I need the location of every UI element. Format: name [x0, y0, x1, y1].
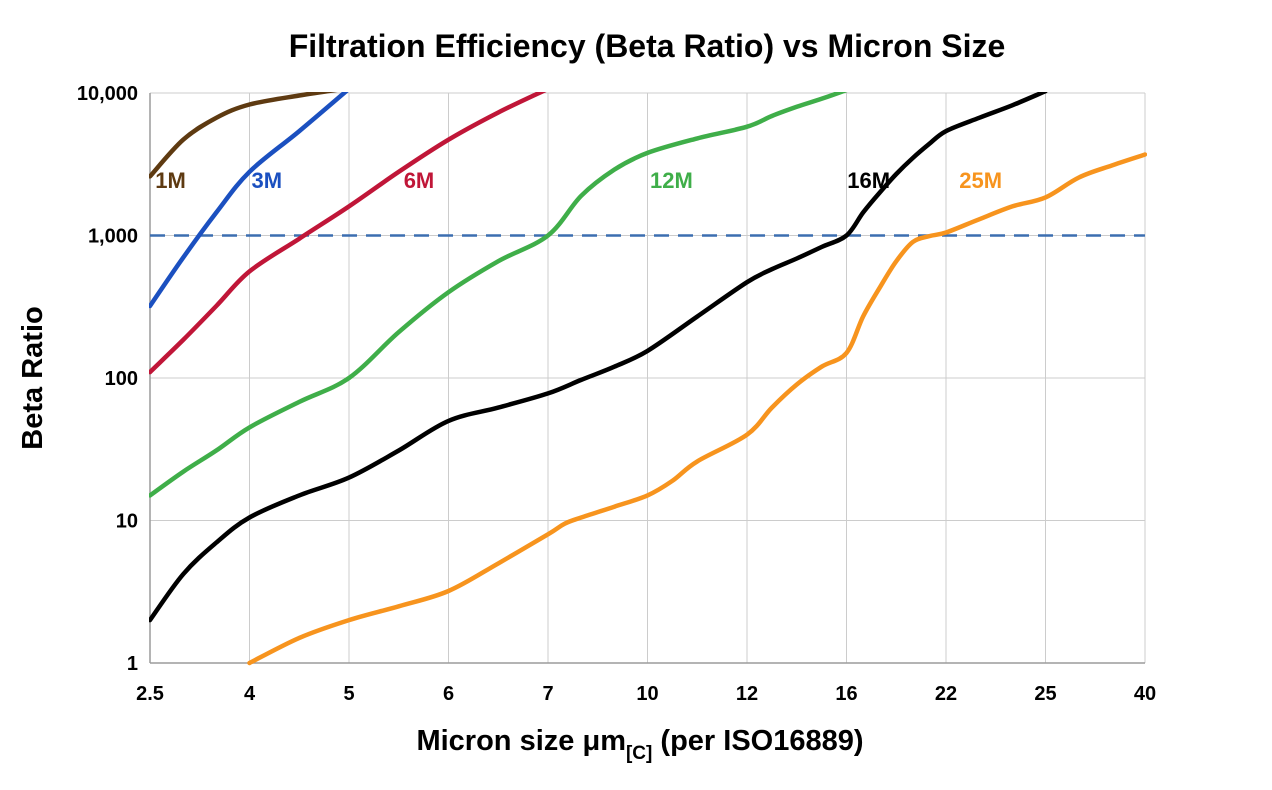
series-label-6M: 6M: [404, 168, 435, 193]
x-tick-label: 6: [443, 683, 454, 705]
x-tick-label: 4: [244, 683, 256, 705]
x-tick-label: 2.5: [136, 683, 164, 705]
y-tick-label: 1,000: [88, 226, 138, 248]
series-line-16M: [149, 92, 1048, 623]
x-axis-label-subscript: [C]: [626, 743, 652, 764]
series-label-25M: 25M: [959, 168, 1002, 193]
series-label-layer: 1M 3M 6M 12M 16M 25M: [155, 168, 1002, 193]
x-tick-label: 25: [1034, 683, 1056, 705]
y-axis-label: Beta Ratio: [17, 306, 49, 449]
series-line-3M: [149, 92, 349, 309]
grid-layer: [149, 92, 1146, 664]
x-tick-label: 10: [636, 683, 658, 705]
series-label-3M: 3M: [252, 168, 283, 193]
x-tick-label: 40: [1134, 683, 1156, 705]
series-line-25M: [247, 152, 1147, 666]
x-axis-label-units: (per ISO16889): [652, 725, 863, 757]
series-line-6M: [149, 92, 547, 375]
series-label-1M: 1M: [155, 168, 186, 193]
x-tick-label: 12: [736, 683, 758, 705]
x-tick-label: 7: [542, 683, 553, 705]
x-tick-label: 22: [935, 683, 957, 705]
x-tick-label: 16: [835, 683, 857, 705]
chart-title: Filtration Efficiency (Beta Ratio) vs Mi…: [289, 28, 1006, 64]
y-tick-label: 100: [105, 368, 138, 390]
series-label-12M: 12M: [650, 168, 693, 193]
series-label-16M: 16M: [847, 168, 890, 193]
series-layer: [149, 92, 1147, 666]
series-line-12M: [149, 92, 848, 498]
series-line-1M: [149, 92, 338, 179]
y-tick-label: 10,000: [77, 83, 138, 105]
y-tick-label: 1: [127, 653, 138, 675]
tick-layer: 1 10 100 1,000 10,000 2.5 4 5 6 7 10 12 16 22 25 40: [77, 83, 1156, 705]
y-tick-label: 10: [116, 511, 138, 533]
x-axis-label: Micron size μm[C] (per ISO16889): [416, 725, 863, 764]
x-tick-label: 5: [343, 683, 354, 705]
x-axis-label-main: Micron size μm: [416, 725, 626, 757]
